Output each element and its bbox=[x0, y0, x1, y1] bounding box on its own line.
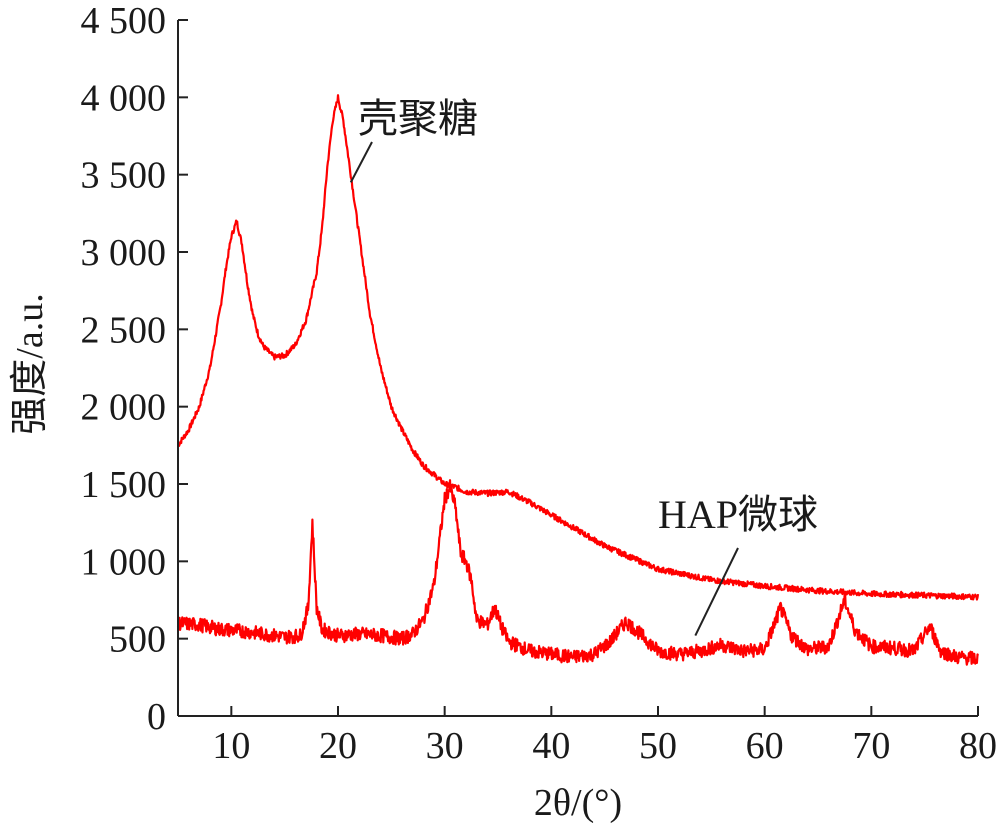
y-tick-label: 0 bbox=[147, 696, 166, 738]
series-line-hap-microspheres bbox=[176, 479, 980, 666]
y-tick-label: 3 500 bbox=[81, 155, 167, 197]
x-tick-label: 80 bbox=[959, 725, 997, 767]
x-tick-label: 50 bbox=[639, 725, 677, 767]
annotation-leader-line bbox=[694, 547, 739, 637]
y-tick-label: 1 500 bbox=[81, 464, 167, 506]
y-tick-label: 500 bbox=[109, 619, 166, 661]
x-tick-label: 10 bbox=[212, 725, 250, 767]
y-tick-label: 4 000 bbox=[81, 77, 167, 119]
y-tick-label: 4 500 bbox=[81, 0, 167, 42]
x-tick-label: 20 bbox=[319, 725, 357, 767]
annotation-layer: 壳聚糖 HAP微球 bbox=[349, 96, 818, 637]
x-tick-label: 60 bbox=[746, 725, 784, 767]
series-layer bbox=[176, 94, 980, 666]
x-axis-title: 2θ/(°) bbox=[534, 782, 622, 824]
y-tick-label: 3 000 bbox=[81, 232, 167, 274]
annotation-leader-line bbox=[349, 141, 373, 183]
series-line-chitosan bbox=[176, 94, 980, 601]
x-tick-label: 70 bbox=[852, 725, 890, 767]
axis-layer: 0 500 1 000 1 500 2 000 2 500 3 000 3 500 4 000 4… bbox=[81, 0, 998, 767]
x-tick-label: 40 bbox=[532, 725, 570, 767]
series-annotation-label: HAP微球 bbox=[658, 492, 818, 537]
y-tick-label: 1 000 bbox=[81, 541, 167, 583]
x-tick-label: 30 bbox=[426, 725, 464, 767]
y-axis-title: 强度/a.u. bbox=[9, 293, 51, 434]
y-tick-label: 2 000 bbox=[81, 387, 167, 429]
series-annotation-label: 壳聚糖 bbox=[358, 96, 478, 141]
y-tick-label: 2 500 bbox=[81, 309, 167, 351]
